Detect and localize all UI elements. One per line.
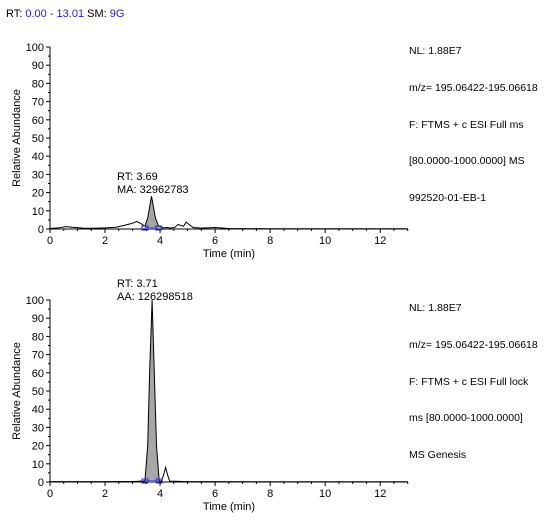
y-tick-label: 50 <box>32 133 44 145</box>
y-axis-label: Relative Abundance <box>11 342 23 440</box>
info-file: 992520-01-EB-1 <box>409 191 487 204</box>
integrated-peak-area <box>144 300 160 482</box>
x-tick-label: 10 <box>319 235 331 247</box>
y-tick-label: 50 <box>32 386 44 398</box>
info-file: MS Genesis <box>409 448 467 461</box>
peak-boundary-marker <box>141 225 149 231</box>
y-tick-label: 70 <box>32 97 44 109</box>
info-panel-top: NL: 1.88E7 m/z= 195.06422-195.06618 F: F… <box>409 21 538 216</box>
integrated-peak-area <box>144 196 159 229</box>
x-tick-label: 6 <box>212 488 218 500</box>
chromatogram-panel-1: 0 10 20 30 40 50 60 70 80 90 100 0 2 4 6 8 10 12 Time (min… <box>11 42 409 260</box>
chromatogram-trace <box>50 299 408 483</box>
sm-label: SM: <box>87 8 107 20</box>
y-tick-label: 30 <box>32 422 44 434</box>
y-tick-label: 80 <box>32 78 44 90</box>
x-tick-label: 12 <box>374 235 386 247</box>
y-tick-label: 10 <box>32 459 44 471</box>
y-tick-label: 90 <box>32 60 44 72</box>
y-tick-label: 100 <box>26 295 44 307</box>
y-tick-label: 20 <box>32 441 44 453</box>
info-filter: F: FTMS + c ESI Full lock <box>409 375 529 388</box>
x-axis-label: Time (min) <box>203 501 255 513</box>
chromatogram-trace <box>49 196 408 230</box>
x-axis-label: Time (min) <box>203 248 255 260</box>
x-tick-label: 8 <box>267 235 273 247</box>
x-tick-label: 0 <box>47 235 53 247</box>
y-tick-label: 80 <box>32 331 44 343</box>
peak-area-annotation: AA: 126298518 <box>117 291 193 303</box>
y-tick-label: 0 <box>38 477 44 489</box>
info-mz: m/z= 195.06422-195.06618 <box>409 82 538 95</box>
peak-area-annotation: MA: 32962783 <box>117 184 189 196</box>
range-header: RT: 0.00 - 13.01 SM: 9G <box>6 8 124 20</box>
peak-boundary-marker <box>155 478 163 484</box>
y-axis-label: Relative Abundance <box>11 89 23 187</box>
x-tick-label: 8 <box>267 488 273 500</box>
x-tick-label: 6 <box>212 235 218 247</box>
x-tick-label: 4 <box>157 488 163 500</box>
x-tick-label: 12 <box>374 488 386 500</box>
y-tick-label: 60 <box>32 368 44 380</box>
peak-rt-annotation: RT: 3.71 <box>117 278 158 290</box>
y-tick-label: 30 <box>32 169 44 181</box>
info-range: ms [80.0000-1000.0000] <box>409 412 523 425</box>
info-range: [80.0000-1000.0000] MS <box>409 155 525 168</box>
y-tick-label: 40 <box>32 404 44 416</box>
peak-boundary-marker <box>155 225 163 231</box>
rt-range-value: 0.00 - 13.01 <box>25 8 85 20</box>
y-tick-label: 90 <box>32 313 44 325</box>
info-nl: NL: 1.88E7 <box>409 302 462 315</box>
info-nl: NL: 1.88E7 <box>409 45 462 58</box>
x-tick-label: 2 <box>102 235 108 247</box>
y-tick-label: 60 <box>32 115 44 127</box>
x-tick-label: 4 <box>157 235 163 247</box>
info-mz: m/z= 195.06422-195.06618 <box>409 339 538 352</box>
rt-label: RT: <box>6 8 23 20</box>
x-tick-label: 2 <box>102 488 108 500</box>
y-tick-label: 0 <box>38 224 44 236</box>
x-tick-label: 10 <box>319 488 331 500</box>
sm-value: 9G <box>109 8 125 20</box>
y-tick-label: 70 <box>32 350 44 362</box>
info-panel-bottom: NL: 1.88E7 m/z= 195.06422-195.06618 F: F… <box>409 278 538 473</box>
chromatogram-panel-2: 0 10 20 30 40 50 60 70 80 90 100 0 2 4 6 8 10 12 Time (min… <box>11 278 409 513</box>
peak-boundary-marker <box>141 478 149 484</box>
y-tick-label: 100 <box>26 42 44 54</box>
x-tick-label: 0 <box>47 488 53 500</box>
peak-rt-annotation: RT: 3.69 <box>117 171 158 183</box>
info-filter: F: FTMS + c ESI Full ms <box>409 118 524 131</box>
y-tick-label: 40 <box>32 151 44 163</box>
y-tick-label: 10 <box>32 206 44 218</box>
y-tick-label: 20 <box>32 188 44 200</box>
